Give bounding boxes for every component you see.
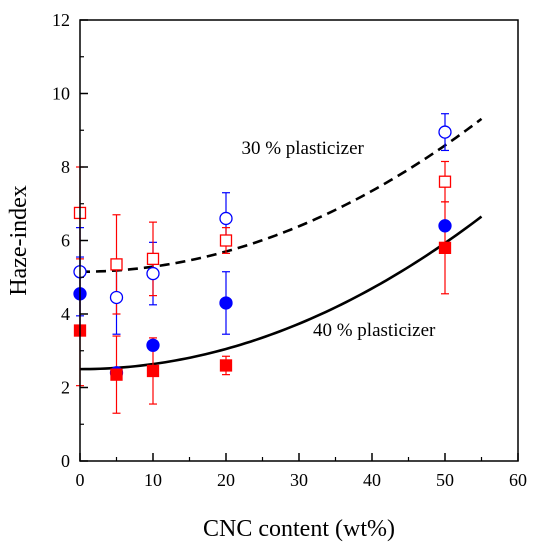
x-tick-label: 60 xyxy=(509,470,527,490)
x-tick-label: 10 xyxy=(144,470,162,490)
x-tick-label: 20 xyxy=(217,470,235,490)
plot-frame xyxy=(79,19,519,462)
y-tick-label: 6 xyxy=(61,231,70,251)
annotation-label: 30 % plasticizer xyxy=(241,138,364,159)
y-tick-label: 2 xyxy=(61,378,70,398)
annotations: 30 % plasticizer 40 % plasticizer xyxy=(241,138,436,341)
data-points xyxy=(73,125,452,381)
fit-curve-solid xyxy=(79,215,483,371)
data-point-filled-square xyxy=(438,241,452,255)
data-point-filled-circle xyxy=(219,296,233,310)
data-point-open-circle xyxy=(109,290,124,305)
data-point-open-square xyxy=(110,258,123,271)
data-point-filled-square xyxy=(110,368,123,381)
annotation-label: 40 % plasticizer xyxy=(313,320,436,341)
data-point-filled-circle xyxy=(438,219,452,233)
data-point-filled-square xyxy=(219,359,233,372)
data-point-filled-square xyxy=(146,364,160,378)
y-axis-title: Haze-index xyxy=(6,185,32,296)
y-tick-label: 4 xyxy=(61,304,70,324)
data-point-open-circle xyxy=(438,125,452,139)
x-tick-label: 30 xyxy=(290,470,308,490)
y-tick-label: 10 xyxy=(52,84,70,104)
x-tick-label: 40 xyxy=(363,470,381,490)
y-tick-label: 8 xyxy=(61,157,70,177)
x-tick-label: 50 xyxy=(436,470,454,490)
data-point-open-circle xyxy=(146,266,160,281)
data-point-open-square xyxy=(219,234,233,247)
x-tick-label: 0 xyxy=(76,470,85,490)
tick-labels: 0 10 20 30 40 50 60 0 2 4 6 8 10 12 xyxy=(52,10,527,490)
fit-curve-dashed xyxy=(79,117,483,274)
x-axis-title: CNC content (wt%) xyxy=(203,516,395,542)
data-point-filled-circle xyxy=(146,338,160,352)
y-tick-label: 12 xyxy=(52,10,70,30)
data-point-open-square xyxy=(438,175,452,188)
y-tick-label: 0 xyxy=(61,451,70,471)
data-point-open-square xyxy=(146,252,160,266)
axis-ticks xyxy=(79,19,519,462)
data-point-open-circle xyxy=(219,211,233,226)
